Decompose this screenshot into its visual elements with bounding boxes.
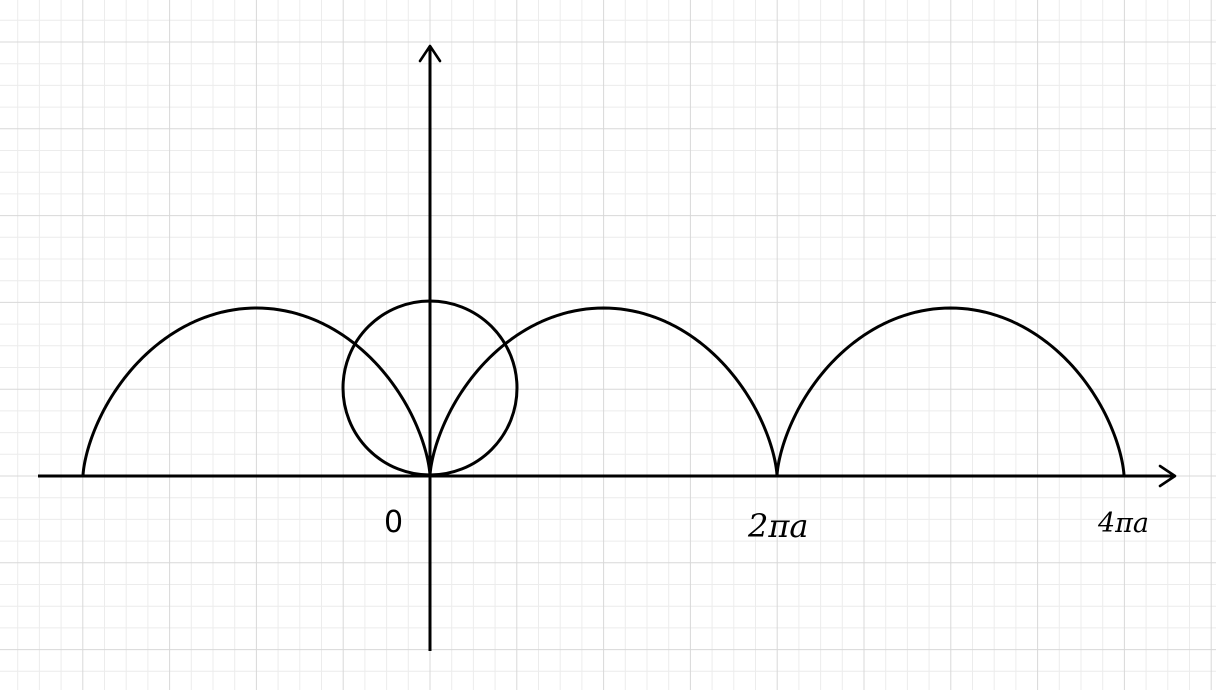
cycloid-arch-middle bbox=[428, 306, 779, 478]
origin-label: 0 bbox=[384, 505, 403, 540]
x-axis bbox=[38, 464, 1177, 488]
y-axis-arrow-icon bbox=[418, 44, 442, 63]
two-pi-a-label: 2πa bbox=[747, 507, 808, 545]
x-axis-arrow-icon bbox=[1158, 464, 1177, 488]
y-axis bbox=[418, 44, 442, 651]
cycloid-arch-right bbox=[775, 306, 1126, 478]
rolling-circle bbox=[341, 299, 519, 477]
four-pi-a-label: 4πa bbox=[1097, 508, 1149, 539]
cycloid-curve bbox=[81, 306, 1126, 478]
cycloid-arch-left bbox=[81, 306, 432, 478]
